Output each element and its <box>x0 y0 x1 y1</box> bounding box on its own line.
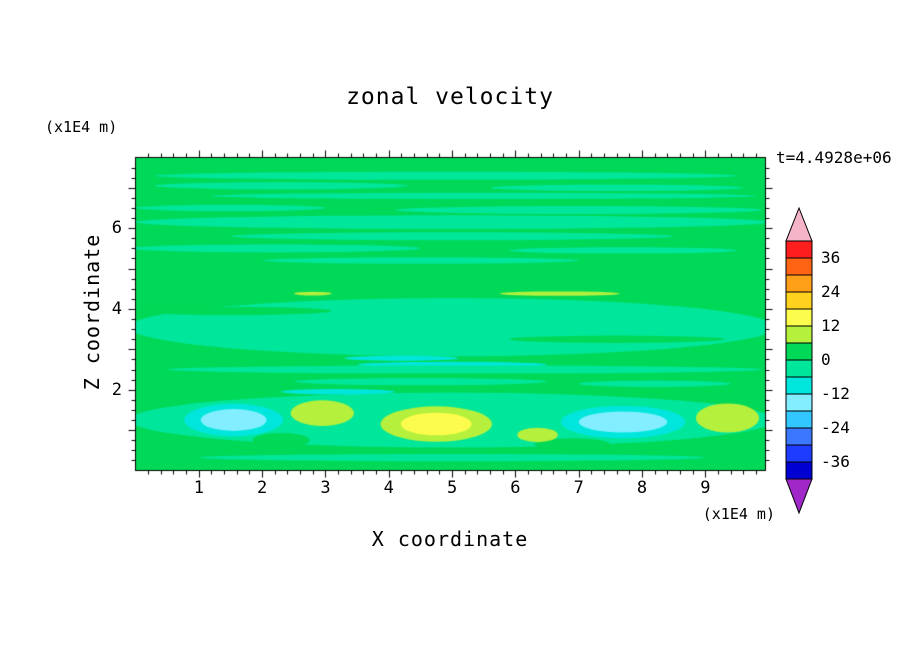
colorbar-tick-label: 12 <box>821 316 841 335</box>
colorbar-tick-label: -24 <box>821 418 850 437</box>
x-tick-label: 5 <box>446 478 458 498</box>
x-axis-title: X coordinate <box>371 527 529 551</box>
x-tick-label: 8 <box>636 478 648 498</box>
y-axis-unit: (x1E4 m) <box>45 118 118 136</box>
x-tick-label: 4 <box>383 478 394 498</box>
colorbar-tick-label: -12 <box>821 384 850 403</box>
colorbar-band <box>785 427 813 446</box>
colorbar-band <box>785 410 813 429</box>
colorbar-tick-label: 0 <box>821 350 831 369</box>
plot-title: zonal velocity <box>346 84 554 110</box>
y-tick-label: 6 <box>111 218 122 239</box>
colorbar-band <box>785 308 813 327</box>
x-tick-label: 6 <box>510 478 521 498</box>
colorbar-band <box>785 376 813 395</box>
x-tick-label: 1 <box>193 478 204 498</box>
contour-plot-canvas <box>127 149 773 478</box>
colorbar-band <box>785 240 813 259</box>
y-tick-label: 2 <box>111 379 122 400</box>
x-tick-label: 7 <box>573 478 584 498</box>
x-tick-label: 2 <box>257 478 268 498</box>
colorbar-band <box>785 257 813 276</box>
colorbar-band <box>785 461 813 480</box>
colorbar-band <box>785 291 813 310</box>
colorbar-tick-label: 36 <box>821 248 841 267</box>
colorbar-band <box>785 393 813 412</box>
colorbar-band <box>785 359 813 378</box>
colorbar-band <box>785 325 813 344</box>
x-axis-unit: (x1E4 m) <box>702 505 775 523</box>
colorbar-arrow-over <box>785 207 813 242</box>
colorbar-tick-label: 24 <box>821 282 841 301</box>
x-tick-label: 3 <box>320 478 331 498</box>
colorbar-tick-label: -36 <box>821 452 850 471</box>
time-annotation: t=4.4928e+06 <box>776 148 892 167</box>
colorbar-arrow-under <box>785 478 813 514</box>
colorbar-band <box>785 444 813 463</box>
x-tick-label: 9 <box>700 478 711 498</box>
colorbar-band <box>785 274 813 293</box>
colorbar-band <box>785 342 813 361</box>
y-tick-label: 4 <box>111 298 122 319</box>
colorbar <box>785 207 813 514</box>
